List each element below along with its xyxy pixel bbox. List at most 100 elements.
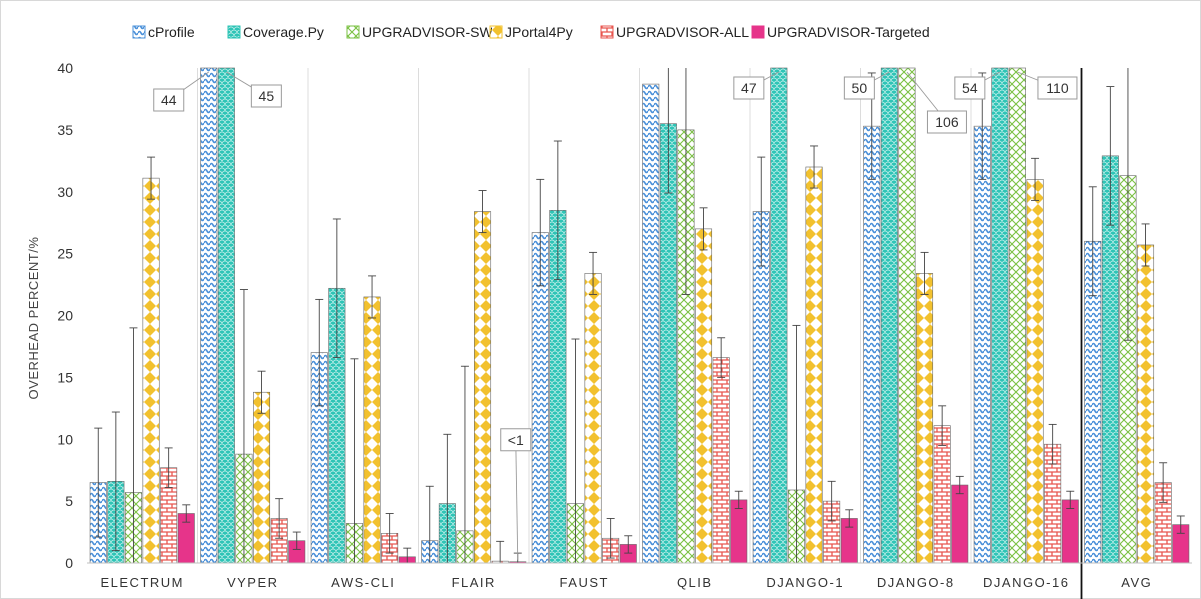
y-axis-title: OVERHEAD PERCENT/% <box>26 237 41 400</box>
callout-upgradvisor-sw-django-8: 106 <box>906 71 967 134</box>
error-bar-upgradvisor-all-avg <box>1159 462 1168 503</box>
y-tick-label: 0 <box>65 555 73 571</box>
bar-jportal4py-avg <box>1137 244 1155 564</box>
callout-label: 44 <box>161 92 177 108</box>
error-bar-coverage-py-avg <box>1106 86 1115 226</box>
error-bar-coverage-py-faust <box>553 140 562 281</box>
category-label-aws-cli: AWS-CLI <box>331 575 395 590</box>
y-tick-label: 30 <box>57 184 73 200</box>
bar-coverage-py-vyper <box>217 67 235 564</box>
callout-coverage-py-vyper: 45 <box>226 71 282 108</box>
error-bar-coverage-py-electrum <box>111 411 120 552</box>
category-label-faust: FAUST <box>560 575 609 590</box>
category-label-django-8: DJANGO-8 <box>877 575 955 590</box>
error-bar-coverage-py-aws-cli <box>332 218 341 359</box>
error-bar-upgradvisor-targeted-faust <box>624 535 633 554</box>
callout-cprofile-vyper: 44 <box>153 71 210 112</box>
bar-coverage-py-django-16 <box>991 67 1009 564</box>
error-bar-upgradvisor-targeted-electrum <box>182 504 191 523</box>
error-bar-jportal4py-django-8 <box>920 251 929 295</box>
callout-label: 45 <box>259 88 275 104</box>
error-bar-jportal4py-aws-cli <box>368 275 377 319</box>
callout-label: <1 <box>508 432 524 448</box>
bar-jportal4py-flair <box>474 211 492 564</box>
category-grid <box>197 68 1083 599</box>
error-bar-jportal4py-faust <box>589 251 598 295</box>
category-label-vyper: VYPER <box>227 575 279 590</box>
bar-jportal4py-qlib <box>695 228 713 564</box>
y-tick-label: 25 <box>57 246 73 262</box>
category-label-qlib: QLIB <box>677 575 713 590</box>
error-bar-coverage-py-qlib <box>664 68 673 194</box>
error-bar-upgradvisor-all-faust <box>606 518 615 559</box>
legend-swatch <box>489 25 503 39</box>
legend-label: Coverage.Py <box>243 24 324 40</box>
bar-coverage-py-django-1 <box>770 67 788 564</box>
error-bar-cprofile-aws-cli <box>315 298 324 407</box>
legend-label: UPGRADVISOR-SW <box>362 24 493 40</box>
error-bar-upgradvisor-targeted-vyper <box>292 531 301 550</box>
bar-jportal4py-electrum <box>142 177 160 564</box>
bar-coverage-py-django-8 <box>880 67 898 564</box>
error-bar-upgradvisor-all-django-16 <box>1048 423 1057 465</box>
bar-cprofile-qlib <box>642 83 660 564</box>
legend-item-upgradvisor-sw: UPGRADVISOR-SW <box>346 24 493 40</box>
legend-item-upgradvisor-targeted: UPGRADVISOR-Targeted <box>751 24 930 40</box>
error-bar-cprofile-electrum <box>94 427 103 538</box>
legend-label: cProfile <box>148 24 195 40</box>
legend-swatch <box>346 25 360 39</box>
legend-label: UPGRADVISOR-ALL <box>616 24 749 40</box>
error-bar-cprofile-faust <box>536 178 545 287</box>
error-bar-cprofile-avg <box>1088 186 1097 297</box>
legend-item-cprofile: cProfile <box>132 24 195 40</box>
error-bar-upgradvisor-targeted-avg <box>1176 515 1185 534</box>
y-tick-label: 40 <box>57 60 73 76</box>
callout-label: 47 <box>741 80 757 96</box>
error-bar-upgradvisor-all-django-1 <box>827 480 836 522</box>
error-bar-upgradvisor-all-vyper <box>275 498 284 539</box>
error-bar-jportal4py-vyper <box>257 370 266 414</box>
callout-upgradvisor-sw-django-16: 110 <box>1017 71 1078 100</box>
legend-swatch <box>227 25 241 39</box>
legend: cProfile Coverage.Py UPGRADVISOR-SW JPortal… <box>132 24 930 40</box>
error-bar-jportal4py-qlib <box>699 207 708 251</box>
y-tick-label: 15 <box>57 369 73 385</box>
bar-upgradvisor-targeted-django-8 <box>951 484 969 564</box>
callout-coverage-py-django-1: 47 <box>733 71 780 100</box>
bar-cprofile-vyper <box>200 67 218 564</box>
legend-item-upgradvisor-all: UPGRADVISOR-ALL <box>600 24 749 40</box>
callout-label: 50 <box>852 80 868 96</box>
error-bar-upgradvisor-all-django-8 <box>938 405 947 446</box>
category-label-flair: FLAIR <box>452 575 496 590</box>
legend-label: UPGRADVISOR-Targeted <box>767 24 930 40</box>
callout-coverage-py-django-16: 54 <box>954 71 1001 100</box>
category-label-django-1: DJANGO-1 <box>766 575 844 590</box>
bar-jportal4py-vyper <box>253 391 271 564</box>
error-bar-jportal4py-django-16 <box>1031 157 1040 201</box>
y-tick-label: 35 <box>57 122 73 138</box>
bar-upgradvisor-all-qlib <box>712 357 730 564</box>
bar-jportal4py-django-1 <box>805 166 823 564</box>
bar-cprofile-django-8 <box>863 125 881 564</box>
bar-upgradvisor-targeted-qlib <box>730 499 748 564</box>
legend-item-jportal4py: JPortal4Py <box>489 24 573 40</box>
error-bar-jportal4py-electrum <box>147 156 156 200</box>
y-tick-label: 20 <box>57 308 73 324</box>
error-bar-upgradvisor-targeted-django-8 <box>955 475 964 495</box>
error-bar-upgradvisor-all-electrum <box>164 447 173 488</box>
bar-upgradvisor-targeted-django-16 <box>1061 499 1079 564</box>
error-bar-upgradvisor-sw-qlib <box>681 68 690 295</box>
y-tick-label: 5 <box>65 493 73 509</box>
error-bar-cprofile-django-1 <box>757 156 766 267</box>
category-label-electrum: ELECTRUM <box>100 575 184 590</box>
bar-upgradvisor-sw-django-8 <box>898 67 916 564</box>
bar-jportal4py-aws-cli <box>363 296 381 564</box>
legend-swatch <box>751 25 765 39</box>
callouts: 44 45 <1 47 50 106 54 110 <box>153 71 1078 560</box>
error-bar-upgradvisor-all-qlib <box>717 337 726 378</box>
bar-jportal4py-django-8 <box>916 273 934 564</box>
legend-label: JPortal4Py <box>505 24 573 40</box>
legend-item-coverage-py: Coverage.Py <box>227 24 324 40</box>
